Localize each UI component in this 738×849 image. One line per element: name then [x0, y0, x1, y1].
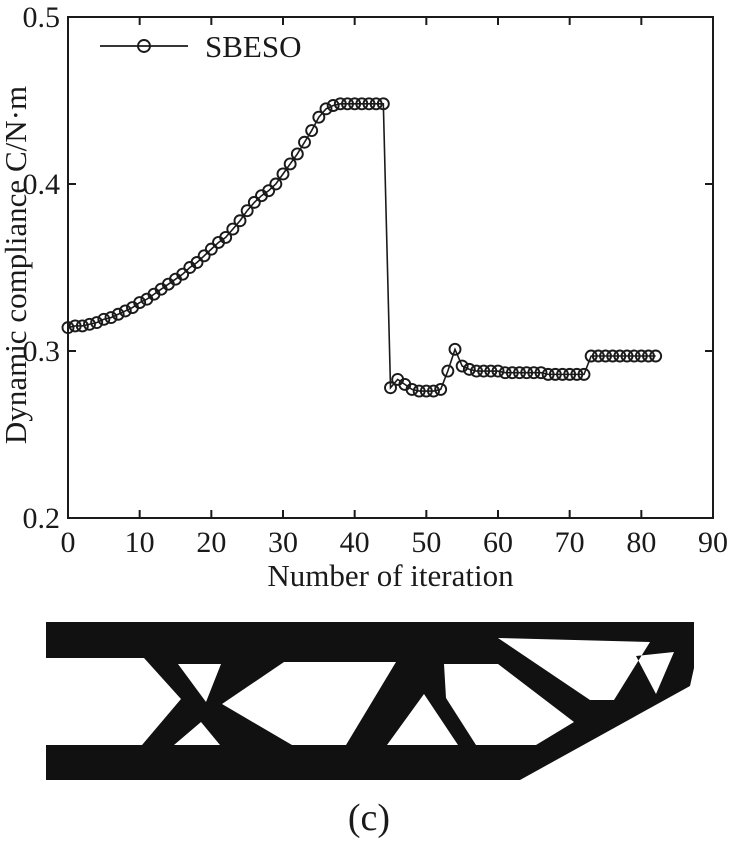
series-marker	[233, 214, 247, 228]
series-marker	[548, 367, 562, 381]
plot-axes-box	[67, 16, 714, 519]
x-tick-label: 10	[125, 526, 155, 559]
series-marker	[534, 366, 548, 380]
series-marker	[283, 157, 297, 171]
series-marker	[384, 381, 397, 395]
x-tick-label: 90	[698, 526, 728, 559]
series-marker	[362, 97, 376, 111]
y-tick-label: 0.2	[23, 502, 61, 535]
series-marker	[498, 366, 512, 380]
series-line	[67, 103, 656, 392]
series-marker	[441, 364, 455, 378]
series-marker	[61, 321, 75, 335]
series-marker	[333, 97, 347, 111]
series-marker	[556, 367, 569, 381]
series-marker	[477, 364, 491, 378]
x-axis-label: Number of iteration	[267, 558, 514, 593]
series-marker	[484, 364, 498, 378]
series-marker	[269, 177, 283, 191]
series-marker	[448, 342, 462, 356]
series-marker	[75, 319, 89, 333]
series-marker	[627, 349, 641, 363]
series-marker	[262, 184, 276, 198]
series-marker	[83, 317, 96, 331]
x-tick-label: 80	[626, 526, 656, 559]
series-marker	[563, 367, 577, 381]
series-marker	[111, 307, 125, 321]
series-marker	[634, 349, 648, 363]
series-marker	[649, 349, 663, 363]
series-marker	[513, 366, 526, 380]
series-marker	[613, 349, 627, 363]
series-marker	[312, 110, 326, 124]
series-marker	[197, 249, 211, 263]
series-marker	[505, 366, 519, 380]
series-marker	[247, 195, 261, 209]
series-marker	[240, 204, 254, 218]
series-marker	[620, 349, 634, 363]
series-marker	[462, 362, 476, 376]
series-marker	[298, 135, 311, 149]
series-marker	[412, 384, 426, 398]
x-tick-label: 20	[196, 526, 226, 559]
x-tick-label: 70	[555, 526, 585, 559]
series-marker	[97, 312, 111, 326]
series-marker	[104, 311, 118, 325]
series-marker	[133, 296, 147, 310]
figure-caption: (c)	[347, 797, 391, 839]
x-tick-label: 60	[483, 526, 513, 559]
series-marker	[355, 97, 369, 111]
series-marker	[527, 366, 541, 380]
series-marker	[642, 349, 655, 363]
legend-label: SBESO	[205, 29, 301, 64]
series-marker	[68, 319, 82, 333]
series-marker	[570, 367, 584, 381]
y-tick-label: 0.4	[23, 168, 61, 201]
series-marker	[470, 364, 483, 378]
legend-marker-sample	[137, 39, 151, 53]
series-marker	[405, 382, 419, 396]
series-marker	[190, 256, 204, 269]
series-marker	[341, 97, 354, 111]
series-marker	[326, 99, 340, 112]
series-marker	[434, 382, 448, 396]
series-marker	[520, 366, 534, 380]
series-marker	[348, 97, 362, 111]
series-marker	[90, 316, 104, 330]
y-tick-label: 0.5	[23, 1, 61, 34]
y-tick-label: 0.3	[23, 335, 61, 368]
series-marker	[455, 359, 469, 373]
topology-structure-image	[46, 622, 694, 780]
compliance-line-chart: 0 10 20 30 40 50 60 70 80 90 0.2 0.3 0.4 0.5 Number of…	[0, 1, 728, 593]
series-marker	[427, 384, 440, 398]
series-marker	[219, 230, 233, 244]
series-marker	[290, 147, 304, 161]
series-marker	[176, 267, 190, 281]
series-marker	[305, 124, 319, 138]
series-marker	[491, 364, 505, 378]
series-marker	[118, 304, 132, 318]
series-marker	[204, 242, 218, 256]
x-tick-label: 50	[411, 526, 441, 559]
series-marker	[577, 367, 591, 381]
y-axis-label: Dynamic compliance C/N·m	[0, 86, 33, 444]
series-marker	[599, 349, 612, 363]
series-marker	[606, 349, 620, 363]
x-tick-label: 40	[340, 526, 370, 559]
series-marker	[226, 222, 240, 236]
series-marker	[419, 384, 433, 398]
series-marker	[541, 367, 555, 381]
x-tick-label: 30	[268, 526, 298, 559]
series-marker	[591, 349, 605, 363]
series-marker	[369, 97, 383, 111]
series-marker	[319, 102, 333, 116]
optimized-beam-silhouette	[46, 622, 694, 780]
series-marker	[376, 97, 390, 111]
series-marker	[276, 167, 290, 181]
x-tick-label: 0	[61, 526, 76, 559]
series-marker	[584, 349, 598, 363]
